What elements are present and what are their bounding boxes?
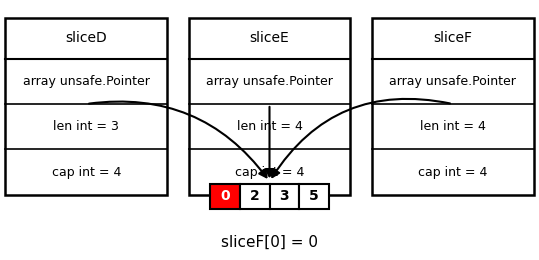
Text: array unsafe.Pointer: array unsafe.Pointer [389,75,516,88]
Text: 0: 0 [220,189,230,203]
FancyArrowPatch shape [89,102,266,177]
FancyArrowPatch shape [266,107,273,176]
Text: cap int = 4: cap int = 4 [418,166,487,179]
Text: sliceD: sliceD [65,31,107,45]
Text: len int = 4: len int = 4 [420,120,486,133]
Text: cap int = 4: cap int = 4 [52,166,121,179]
Bar [189,18,350,195]
Bar [372,18,534,195]
Bar [299,184,329,209]
Text: 3: 3 [280,189,289,203]
Text: sliceF[0] = 0: sliceF[0] = 0 [221,234,318,249]
Bar [210,184,240,209]
Text: cap int = 4: cap int = 4 [235,166,304,179]
Text: len int = 4: len int = 4 [237,120,302,133]
Bar [240,184,270,209]
Text: array unsafe.Pointer: array unsafe.Pointer [206,75,333,88]
Text: sliceF: sliceF [433,31,472,45]
Text: sliceE: sliceE [250,31,289,45]
Text: 2: 2 [250,189,260,203]
Text: array unsafe.Pointer: array unsafe.Pointer [23,75,150,88]
Text: len int = 3: len int = 3 [53,120,119,133]
FancyArrowPatch shape [272,99,450,177]
Text: 5: 5 [309,189,319,203]
Bar [5,18,167,195]
Bar [270,184,299,209]
